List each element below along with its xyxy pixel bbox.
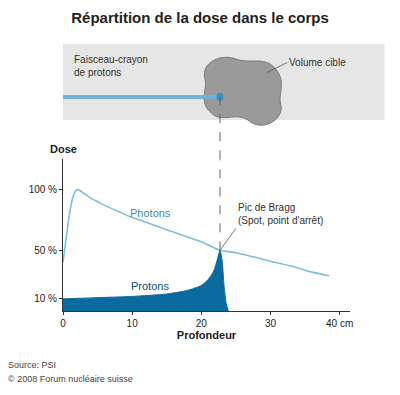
svg-text:50 %: 50 % (34, 245, 57, 256)
svg-text:Pic de Bragg(Spot, point d'arr: Pic de Bragg(Spot, point d'arrêt) (238, 202, 323, 226)
svg-text:Protons: Protons (131, 280, 169, 292)
svg-text:Photons: Photons (130, 207, 171, 219)
svg-text:10: 10 (127, 318, 139, 329)
svg-text:20: 20 (196, 318, 208, 329)
svg-text:0: 0 (60, 318, 66, 329)
svg-text:Volume cible: Volume cible (289, 57, 346, 68)
svg-text:30: 30 (265, 318, 277, 329)
svg-text:100 %: 100 % (29, 184, 57, 195)
svg-text:10 %: 10 % (34, 293, 57, 304)
svg-text:Source: PSI: Source: PSI (8, 360, 56, 370)
svg-text:Profondeur: Profondeur (177, 329, 237, 341)
svg-text:© 2008 Forum nucléaire suisse: © 2008 Forum nucléaire suisse (8, 374, 133, 384)
svg-text:Répartition de la dose dans le: Répartition de la dose dans le corps (71, 9, 329, 26)
svg-text:Faisceau-crayonde protons: Faisceau-crayonde protons (74, 54, 148, 78)
svg-text:Dose: Dose (50, 143, 77, 155)
svg-text:40 cm: 40 cm (326, 318, 353, 329)
